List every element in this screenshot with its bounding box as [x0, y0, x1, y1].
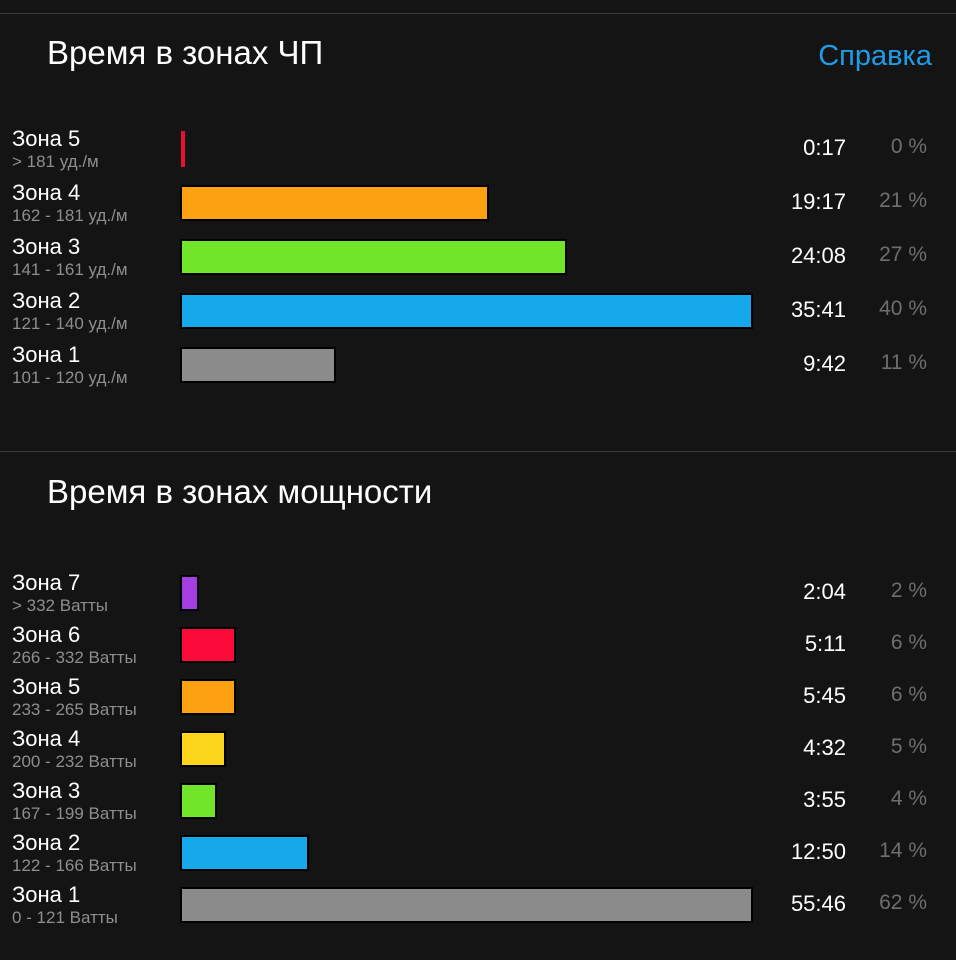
zone-range: 122 - 166 Ватты: [12, 856, 137, 875]
zone-bar: [180, 679, 236, 715]
zone-row: Зона 5 233 - 265 Ватты 5:45 6 %: [0, 674, 956, 724]
zone-percent: 62 %: [879, 891, 927, 914]
section-divider: [0, 451, 956, 452]
zone-percent: 11 %: [880, 351, 927, 374]
zone-time: 55:46: [790, 891, 846, 916]
zone-percent: 4 %: [890, 787, 927, 810]
zone-range: 101 - 120 уд./м: [12, 368, 128, 387]
zone-time: 19:17: [790, 189, 846, 214]
zone-bar: [180, 835, 309, 871]
zone-name: Зона 1: [12, 882, 81, 907]
zone-time: 9:42: [803, 351, 846, 376]
zone-bar: [180, 185, 489, 221]
zone-row: Зона 1 101 - 120 уд./м 9:42 11 %: [0, 342, 956, 392]
zone-range: > 181 уд./м: [12, 152, 99, 171]
zone-name: Зона 5: [12, 126, 81, 151]
zone-row: Зона 5 > 181 уд./м 0:17 0 %: [0, 126, 956, 176]
zone-range: 162 - 181 уд./м: [12, 206, 128, 225]
zone-name: Зона 3: [12, 234, 81, 259]
zone-range: > 332 Ватты: [12, 596, 108, 615]
zone-bar: [180, 347, 336, 383]
zone-percent: 27 %: [879, 243, 927, 266]
zone-percent: 6 %: [890, 683, 927, 706]
zone-bar: [180, 783, 217, 819]
zone-range: 167 - 199 Ватты: [12, 804, 137, 823]
zone-range: 0 - 121 Ватты: [12, 908, 118, 927]
zone-time: 24:08: [790, 243, 846, 268]
zone-time: 35:41: [790, 297, 846, 322]
zone-time: 4:32: [803, 735, 846, 760]
zone-range: 200 - 232 Ватты: [12, 752, 137, 771]
zone-bar: [180, 731, 226, 767]
zone-bar: [180, 887, 753, 923]
zone-name: Зона 3: [12, 778, 81, 803]
zone-name: Зона 4: [12, 180, 81, 205]
hr-section-title: Время в зонах ЧП: [47, 34, 324, 71]
zone-time: 2:04: [803, 579, 846, 604]
zone-percent: 2 %: [890, 579, 927, 602]
zone-percent: 40 %: [879, 297, 927, 320]
zone-percent: 0 %: [890, 135, 927, 158]
zone-percent: 6 %: [890, 631, 927, 654]
zone-name: Зона 6: [12, 622, 81, 647]
zone-name: Зона 2: [12, 830, 81, 855]
zone-time: 3:55: [803, 787, 846, 812]
zone-row: Зона 4 200 - 232 Ватты 4:32 5 %: [0, 726, 956, 776]
zone-bar: [180, 575, 199, 611]
zone-time: 12:50: [790, 839, 846, 864]
zone-percent: 14 %: [879, 839, 927, 862]
zone-row: Зона 4 162 - 181 уд./м 19:17 21 %: [0, 180, 956, 230]
zone-percent: 5 %: [890, 735, 927, 758]
zone-name: Зона 5: [12, 674, 81, 699]
zone-bar: [181, 131, 185, 167]
zone-row: Зона 2 121 - 140 уд./м 35:41 40 %: [0, 288, 956, 338]
zone-range: 121 - 140 уд./м: [12, 314, 128, 333]
zone-name: Зона 1: [12, 342, 81, 367]
power-section-title: Время в зонах мощности: [47, 473, 433, 510]
zone-range: 266 - 332 Ватты: [12, 648, 137, 667]
zone-time: 0:17: [803, 135, 846, 160]
zone-time: 5:45: [803, 683, 846, 708]
zone-row: Зона 7 > 332 Ватты 2:04 2 %: [0, 570, 956, 620]
zone-range: 141 - 161 уд./м: [12, 260, 128, 279]
zone-bar: [180, 293, 753, 329]
zone-row: Зона 3 141 - 161 уд./м 24:08 27 %: [0, 234, 956, 284]
help-link[interactable]: Справка: [818, 40, 932, 72]
top-divider: [0, 13, 956, 14]
zone-bar: [180, 239, 567, 275]
zone-bar: [180, 627, 236, 663]
zone-time: 5:11: [804, 631, 846, 656]
zone-row: Зона 6 266 - 332 Ватты 5:11 6 %: [0, 622, 956, 672]
zone-row: Зона 2 122 - 166 Ватты 12:50 14 %: [0, 830, 956, 880]
zone-range: 233 - 265 Ватты: [12, 700, 137, 719]
zone-name: Зона 2: [12, 288, 81, 313]
zone-name: Зона 7: [12, 570, 81, 595]
zone-row: Зона 3 167 - 199 Ватты 3:55 4 %: [0, 778, 956, 828]
zone-name: Зона 4: [12, 726, 81, 751]
zone-percent: 21 %: [879, 189, 927, 212]
